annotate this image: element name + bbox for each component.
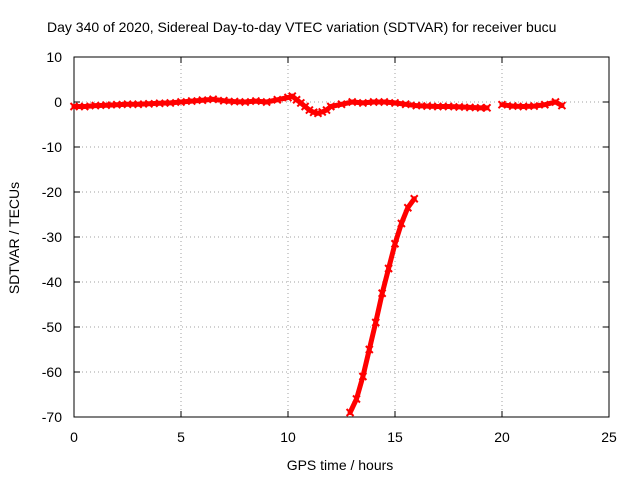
data-point	[519, 102, 528, 111]
data-point	[397, 219, 406, 228]
data-point	[240, 97, 250, 107]
data-point	[365, 345, 374, 354]
data-point	[422, 101, 432, 111]
y-tick-label: -10	[42, 139, 62, 155]
data-point	[390, 239, 400, 248]
data-point	[508, 101, 517, 111]
data-point	[371, 318, 380, 327]
data-point	[454, 102, 464, 112]
y-tick-label: -40	[42, 274, 62, 290]
data-point	[91, 101, 100, 110]
data-point	[412, 101, 421, 110]
data-point	[112, 100, 122, 109]
data-point	[380, 97, 389, 107]
data-point	[529, 101, 539, 111]
data-point	[358, 372, 368, 381]
data-point	[198, 95, 207, 105]
y-axis-label: SDTVAR / TECUs	[6, 182, 22, 294]
data-point	[273, 95, 282, 104]
data-point	[358, 98, 368, 108]
axis-ticks: 0 5 10 15 20 25 10 0 -10 -20 -30 -40 -50 -60 -70	[42, 49, 617, 445]
data-point	[69, 102, 79, 111]
x-tick-label: 25	[601, 429, 617, 445]
data-point	[482, 103, 492, 113]
data-point	[347, 97, 357, 107]
x-tick-label: 20	[494, 429, 510, 445]
data-point	[166, 98, 175, 108]
data-point	[337, 100, 346, 109]
data-point	[540, 100, 550, 109]
data-point	[377, 289, 387, 298]
data-point	[401, 100, 410, 109]
series-track-2	[347, 196, 417, 415]
data-marks	[69, 91, 567, 417]
y-tick-label: -60	[42, 364, 62, 380]
data-point	[352, 394, 361, 404]
data-point	[123, 100, 132, 109]
data-point	[476, 103, 485, 113]
y-tick-label: -50	[42, 319, 62, 335]
data-point	[80, 102, 89, 111]
x-tick-label: 5	[177, 429, 185, 445]
y-tick-label: -30	[42, 229, 62, 245]
data-point	[155, 99, 164, 108]
data-point	[326, 102, 336, 111]
data-point	[410, 194, 419, 203]
data-point	[444, 102, 453, 111]
data-point	[208, 95, 218, 104]
chart-title: Day 340 of 2020, Sidereal Day-to-day VTE…	[47, 19, 556, 35]
data-point	[230, 97, 239, 106]
data-point	[369, 97, 378, 107]
data-point	[144, 99, 154, 109]
data-point	[384, 264, 393, 273]
data-point	[557, 101, 567, 110]
x-tick-label: 0	[70, 429, 78, 445]
y-tick-label: 0	[54, 94, 62, 110]
x-tick-label: 10	[280, 429, 296, 445]
x-tick-label: 15	[387, 429, 403, 445]
y-tick-label: -20	[42, 184, 62, 200]
y-tick-label: 10	[46, 49, 62, 65]
x-axis-label: GPS time / hours	[287, 457, 394, 473]
y-tick-label: -70	[42, 409, 62, 425]
data-point	[551, 97, 560, 107]
data-point	[187, 96, 196, 106]
data-point	[345, 408, 355, 417]
data-point	[133, 100, 143, 109]
data-point	[433, 102, 443, 111]
data-point	[176, 97, 186, 107]
data-point	[403, 203, 413, 212]
grid	[74, 57, 609, 417]
data-point	[497, 100, 507, 109]
data-point	[262, 97, 271, 107]
data-point	[465, 103, 475, 112]
data-point	[219, 96, 229, 105]
data-point	[101, 100, 111, 110]
data-point	[305, 105, 314, 115]
data-point	[251, 96, 261, 106]
data-point	[390, 98, 400, 108]
